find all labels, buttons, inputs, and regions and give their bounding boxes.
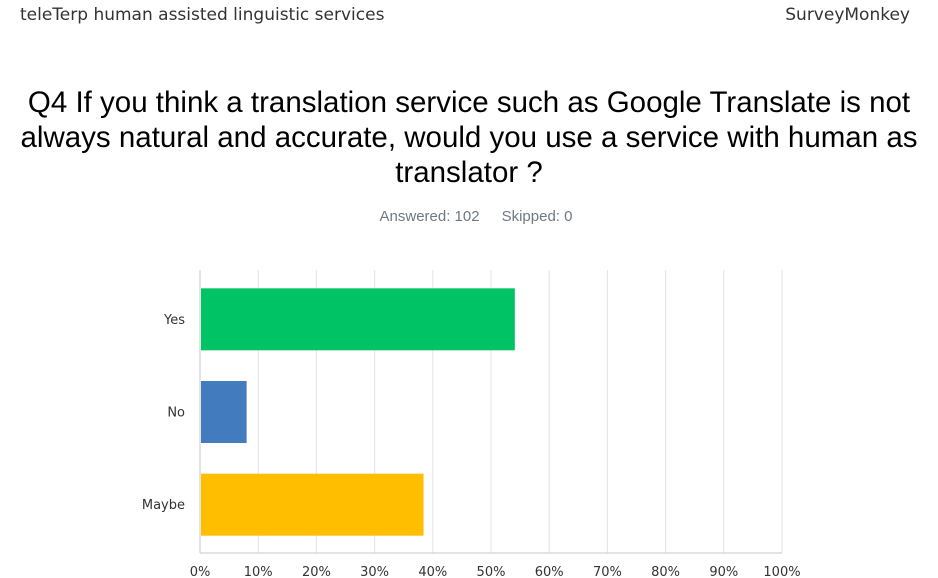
skipped-count: Skipped: 0 xyxy=(501,208,573,225)
category-label: No xyxy=(167,406,185,421)
category-label: Maybe xyxy=(142,498,185,513)
bar-yes xyxy=(201,288,515,351)
answered-count: Answered: 102 xyxy=(379,208,480,225)
question-title: Q4 If you think a translation service su… xyxy=(20,86,918,189)
x-tick-label: 100% xyxy=(763,565,800,578)
x-tick-label: 60% xyxy=(535,565,564,578)
category-label: Yes xyxy=(163,313,185,328)
x-tick-label: 50% xyxy=(477,565,506,578)
bar-no xyxy=(201,381,247,443)
x-tick-label: 70% xyxy=(593,565,622,578)
x-tick-label: 80% xyxy=(651,565,680,578)
x-tick-label: 90% xyxy=(709,565,738,578)
x-tick-label: 30% xyxy=(360,565,389,578)
x-tick-label: 20% xyxy=(302,565,331,578)
x-tick-label: 40% xyxy=(418,565,447,578)
x-tick-label: 10% xyxy=(244,565,273,578)
x-tick-label: 0% xyxy=(190,565,211,578)
brand-name: SurveyMonkey xyxy=(785,5,910,25)
survey-title: teleTerp human assisted linguistic servi… xyxy=(20,5,385,25)
bar-maybe xyxy=(201,473,424,536)
response-stats: Answered: 102 Skipped: 0 xyxy=(0,208,938,225)
